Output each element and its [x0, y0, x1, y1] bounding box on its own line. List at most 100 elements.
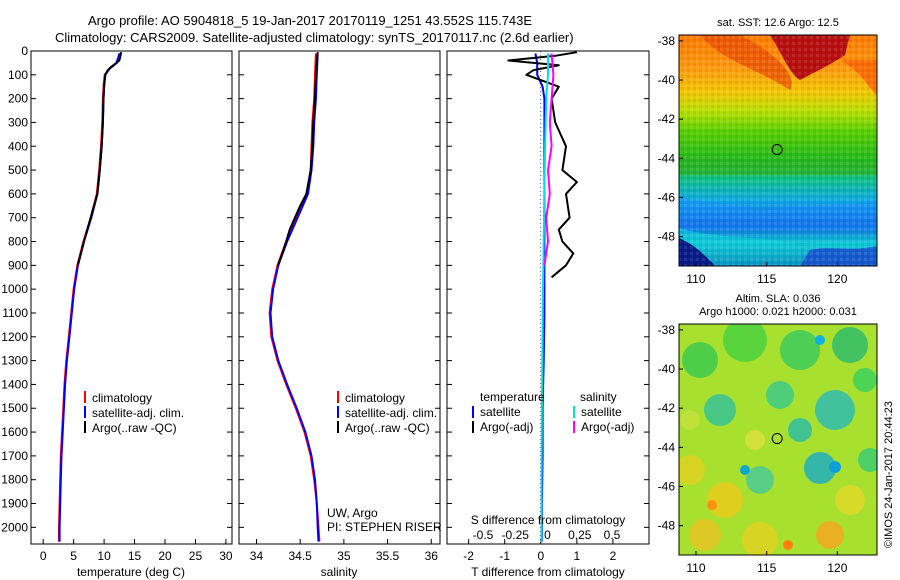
series-line-2 [277, 52, 319, 266]
depth-tick-label: 1900 [1, 497, 28, 511]
x-tick-label: 0 [40, 549, 47, 563]
sla-spot [815, 335, 825, 345]
salinity-y-ticks [239, 50, 440, 528]
depth-tick-label: 1000 [1, 282, 28, 296]
depth-tick-label: 2000 [1, 520, 28, 534]
difference-panel: -2 -1 0 1 2 S difference from climatology -0… [446, 50, 650, 579]
x-tick-label: 20 [158, 549, 172, 563]
sst-map-panel: sat. SST: 12.6 Argo: 12.5 110 115 120 -38 -4… [658, 17, 878, 286]
difference-y-ticks [447, 50, 649, 528]
x-tick-label: -1 [499, 549, 510, 563]
salinity-xlabel: salinity [321, 565, 358, 579]
sla-blob [704, 394, 736, 426]
depth-tick-label: 500 [8, 163, 28, 177]
map-y-tick-label: -44 [658, 440, 676, 454]
x-tick-label: 5 [70, 549, 77, 563]
depth-tick-label: 1400 [1, 377, 28, 391]
sla-blob [680, 410, 700, 430]
salinity-legend-satellite: satellite-adj. clim. [345, 406, 437, 420]
series-line-2 [76, 52, 123, 266]
depth-tick-label: 1100 [2, 306, 28, 320]
difference-legend-sal-satellite: satellite [581, 405, 622, 419]
depth-tick-label: 1600 [1, 425, 28, 439]
sla-blob [679, 455, 705, 485]
sla-blob [788, 418, 812, 442]
x-tick-label: 25 [189, 549, 203, 563]
map-y-tick-label: -48 [658, 519, 676, 533]
depth-tick-label: 1300 [1, 354, 28, 368]
sla-blob [745, 430, 765, 450]
depth-tick-label: 1800 [1, 473, 28, 487]
sla-spot [829, 461, 841, 473]
sla-map-frame [678, 323, 878, 556]
map-y-tick-label: -40 [658, 73, 676, 87]
sla-blob [816, 521, 844, 549]
salinity-annotation-line1: UW, Argo [327, 506, 378, 520]
sst-map-title: sat. SST: 12.6 Argo: 12.5 [717, 17, 839, 29]
x-tick-label: 10 [97, 549, 111, 563]
x-tick-label: 35.5 [376, 549, 400, 563]
map-y-tick-label: -48 [658, 230, 676, 244]
map-x-tick-label: 115 [757, 561, 776, 575]
depth-tick-label: 1700 [1, 449, 28, 463]
temperature-axes-frame [30, 50, 233, 545]
sla-float-position-marker [771, 433, 783, 445]
sla-blob [804, 452, 836, 484]
sla-blob [766, 381, 794, 409]
difference-legend-temp-argo: Argo(-adj) [480, 420, 533, 434]
sla-blob [723, 324, 767, 362]
sst-map-axes: 110 115 120 -38 -40 -42 -44 -46 -48 [658, 34, 848, 286]
depth-tick-label: 1200 [1, 330, 28, 344]
sla-blob [707, 482, 743, 518]
sla-map-axes: 110 115 120 -38 -40 -42 -44 -46 -48 [658, 323, 848, 575]
salinity-panel: 34 34.5 35 35.5 36 salinity climatology sate… [238, 50, 442, 579]
sla-spot [707, 500, 717, 510]
salinity-x-axis: 34 34.5 35 35.5 36 [250, 539, 438, 563]
difference-legend-salinity-heading: salinity [580, 390, 617, 404]
map-y-tick-label: -38 [658, 323, 676, 337]
sla-blob [832, 327, 868, 363]
sla-blob [682, 342, 718, 378]
sla-blob [835, 485, 865, 515]
imos-credit: ©IMOS 24-Jan-2017 20:44:23 [883, 401, 895, 548]
sla-spot [740, 465, 750, 475]
salinity-lines [268, 52, 321, 542]
x-tick-label: 2 [610, 549, 617, 563]
s-diff-tick-label: -0.25 [502, 528, 530, 542]
temperature-legend: climatology satellite-adj. clim. Argo(..… [84, 391, 184, 435]
depth-tick-label: 800 [8, 235, 28, 249]
map-y-tick-label: -44 [658, 151, 676, 165]
map-y-tick-label: -38 [658, 34, 676, 48]
sla-blob [689, 519, 721, 551]
sla-map-panel: Altim. SLA: 0.036 Argo h1000: 0.021 h200… [658, 293, 878, 575]
map-y-tick-label: -46 [658, 190, 676, 204]
salinity-legend: climatology satellite-adj. clim. Argo(..… [337, 391, 437, 435]
series-line-2 [540, 53, 549, 542]
temperature-lines [58, 52, 123, 542]
difference-legend-temperature-heading: temperature [480, 390, 545, 404]
depth-tick-label: 600 [8, 187, 28, 201]
series-line-3 [543, 53, 555, 266]
difference-legend-sal-argo: Argo(-adj) [581, 420, 634, 434]
difference-lines [507, 51, 578, 544]
salinity-difference-ticks: -0.5 -0.25 0 0.25 0.5 [473, 528, 621, 542]
temperature-legend-satellite: satellite-adj. clim. [92, 406, 184, 420]
map-x-tick-label: 120 [827, 272, 847, 286]
salinity-annotation-line2: PI: STEPHEN RISER [327, 520, 442, 534]
sst-map-frame [678, 34, 878, 267]
depth-tick-label: 400 [8, 139, 28, 153]
difference-x-axis: -2 -1 0 1 2 [463, 539, 617, 563]
depth-tick-label: 100 [8, 68, 28, 82]
depth-tick-label: 900 [8, 258, 28, 272]
map-y-tick-label: -40 [658, 362, 676, 376]
x-tick-label: 34.5 [288, 549, 312, 563]
s-diff-tick-label: 0.5 [604, 528, 621, 542]
salinity-axes-frame [238, 50, 441, 545]
depth-tick-label: 300 [8, 115, 28, 129]
map-x-tick-label: 110 [686, 272, 705, 286]
x-tick-label: -2 [463, 549, 474, 563]
temperature-xlabel: temperature (deg C) [77, 565, 185, 579]
depth-tick-label: 0 [21, 44, 28, 58]
x-tick-label: 30 [219, 549, 233, 563]
